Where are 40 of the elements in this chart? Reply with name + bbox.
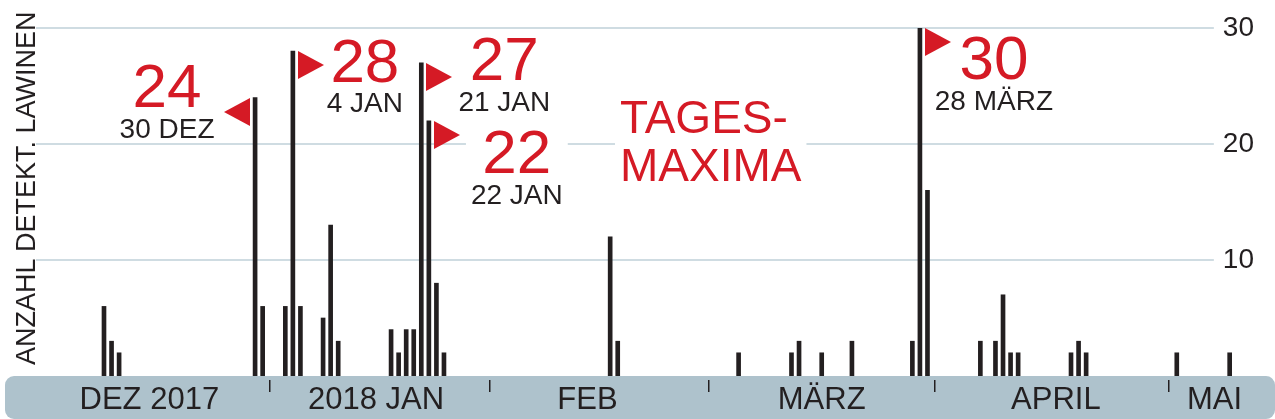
bar	[789, 352, 794, 376]
annotation: 22 22 JAN	[470, 117, 563, 210]
annotation: 28 4 JAN	[326, 25, 403, 119]
y-tick-label: 20	[1222, 126, 1254, 158]
x-tick-label: FEB	[557, 381, 618, 417]
bar	[925, 190, 930, 376]
bar	[615, 340, 621, 376]
x-tick-label: DEZ 2017	[79, 381, 220, 417]
annotation: 27 21 JAN	[458, 24, 551, 117]
bar	[1227, 352, 1232, 376]
y-axis-title: ANZAHL DETEKT. LAWINEN	[11, 11, 41, 365]
bar	[736, 352, 741, 376]
bar	[260, 306, 265, 376]
y-tick-label: 10	[1222, 242, 1254, 274]
annotation: 30 28 MÄRZ	[934, 23, 1054, 117]
annotation: TAGES- MAXIMA	[620, 90, 802, 191]
bar	[109, 340, 114, 376]
x-tick-label: MÄRZ	[777, 381, 866, 417]
bar	[978, 340, 983, 376]
bar	[607, 236, 613, 376]
bar	[282, 306, 288, 376]
bar	[411, 329, 417, 376]
bar	[418, 62, 424, 376]
bar	[993, 340, 998, 376]
x-tick-label: 2018 JAN	[307, 381, 445, 417]
bar	[1008, 352, 1013, 376]
bar	[403, 329, 409, 376]
bar	[396, 352, 401, 376]
bar	[335, 340, 341, 376]
bar	[328, 224, 333, 376]
bar	[434, 282, 439, 376]
x-tick-label: APRIL	[1011, 381, 1101, 417]
y-tick-label: 30	[1222, 10, 1254, 42]
bar	[1076, 340, 1081, 376]
bar	[910, 340, 915, 376]
bar	[1174, 352, 1180, 376]
bar	[298, 306, 303, 376]
annotation: 24 30 DEZ	[119, 50, 215, 144]
x-tick-label: MAI	[1187, 381, 1243, 417]
bar	[819, 352, 825, 376]
